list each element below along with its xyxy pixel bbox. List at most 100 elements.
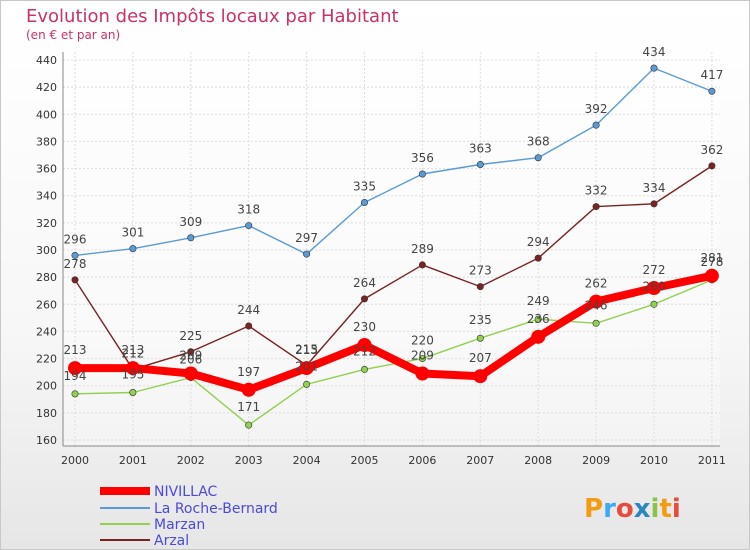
- x-tick-label: 2010: [640, 454, 668, 467]
- y-tick-label: 400: [36, 108, 57, 121]
- data-point: [129, 245, 137, 253]
- series-line: [74, 67, 713, 257]
- legend-item: Arzal: [100, 533, 189, 549]
- logo-letter: o: [616, 494, 634, 524]
- data-label: 215: [295, 342, 318, 356]
- data-point: [534, 254, 542, 262]
- y-tick-label: 420: [36, 81, 57, 94]
- legend-label: Marzan: [154, 517, 205, 533]
- legend-item: La Roche-Bernard: [100, 501, 278, 517]
- data-point: [650, 300, 658, 308]
- data-point: [708, 162, 716, 170]
- data-label: 281: [700, 251, 723, 265]
- data-point: [245, 222, 253, 230]
- series-la-roche-bernard: [71, 64, 716, 259]
- data-label: 264: [353, 276, 376, 290]
- data-point: [357, 338, 372, 352]
- data-label: 273: [469, 264, 492, 278]
- data-label: 225: [179, 329, 202, 343]
- data-point: [476, 283, 484, 291]
- proxiti-logo: Proxiti: [584, 494, 681, 524]
- data-label: 213: [295, 343, 318, 357]
- plot-area: [63, 52, 720, 446]
- grid: [63, 52, 720, 446]
- data-label: 206: [179, 353, 202, 367]
- data-label: 334: [643, 181, 666, 195]
- data-label: 212: [353, 344, 376, 358]
- logo-letter: i: [651, 494, 660, 524]
- legend-label: La Roche-Bernard: [154, 501, 278, 517]
- data-label: 213: [64, 343, 87, 357]
- data-point: [647, 281, 661, 295]
- data-point: [534, 315, 542, 323]
- series-line: [74, 279, 713, 426]
- x-tick-label: 2008: [524, 454, 552, 467]
- x-tick-label: 2003: [235, 454, 263, 467]
- data-point: [125, 361, 140, 376]
- data-point: [418, 355, 426, 363]
- data-point: [418, 261, 426, 269]
- legend-label: Arzal: [154, 533, 189, 549]
- x-tick-label: 2006: [408, 454, 436, 467]
- data-point: [245, 421, 253, 429]
- data-point: [245, 322, 253, 330]
- data-label: 209: [179, 349, 202, 363]
- data-point: [303, 250, 311, 258]
- data-label: 235: [469, 313, 492, 327]
- data-label: 309: [179, 215, 202, 229]
- x-tick-label: 2002: [177, 454, 205, 467]
- data-label: 417: [700, 68, 723, 82]
- legend-label: NIVILLAC: [154, 484, 218, 500]
- data-point: [360, 365, 368, 373]
- data-label: 362: [700, 143, 723, 157]
- data-point: [187, 348, 195, 356]
- data-point: [415, 366, 430, 381]
- axes: 160 180 200 220 240 260 280 300 320 340 360 380 400 4…: [36, 52, 726, 467]
- y-tick-label: 440: [36, 54, 57, 67]
- data-point: [476, 334, 484, 342]
- y-tick-label: 260: [36, 298, 57, 311]
- data-label: 278: [64, 257, 87, 271]
- data-point: [589, 294, 604, 309]
- data-point: [418, 170, 426, 178]
- data-point: [71, 276, 79, 284]
- data-label: 363: [469, 142, 492, 156]
- data-label: 294: [527, 235, 550, 249]
- x-tick-label: 2009: [582, 454, 610, 467]
- data-label: 171: [237, 400, 260, 414]
- data-point: [476, 161, 484, 169]
- data-label: 289: [411, 242, 434, 256]
- y-tick-label: 320: [36, 217, 57, 230]
- data-label: 212: [121, 346, 144, 360]
- y-tick-label: 220: [36, 353, 57, 366]
- data-label: 434: [643, 45, 666, 59]
- logo-letter: P: [584, 494, 603, 524]
- data-point: [708, 87, 716, 95]
- data-label: 356: [411, 151, 434, 165]
- series-layer: [68, 64, 719, 429]
- data-point: [592, 319, 600, 327]
- logo-letter: x: [634, 494, 651, 524]
- logo-letter: r: [603, 494, 616, 524]
- data-point: [360, 199, 368, 207]
- data-label: 262: [585, 277, 608, 291]
- y-tick-label: 160: [36, 434, 57, 447]
- y-tick-label: 360: [36, 163, 57, 176]
- data-label: 195: [121, 368, 144, 382]
- data-label: 197: [237, 365, 260, 379]
- data-point: [650, 200, 658, 208]
- data-point: [534, 154, 542, 162]
- data-label: 297: [295, 231, 318, 245]
- data-label: 260: [643, 279, 666, 293]
- logo-letter: t: [659, 494, 671, 524]
- data-label: 236: [527, 312, 550, 326]
- y-tick-label: 180: [36, 407, 57, 420]
- data-label: 244: [237, 303, 260, 317]
- series-nivillac: [68, 268, 719, 397]
- data-point: [592, 121, 600, 129]
- data-point: [241, 382, 256, 397]
- data-point: [71, 390, 79, 398]
- data-label: 278: [700, 255, 723, 269]
